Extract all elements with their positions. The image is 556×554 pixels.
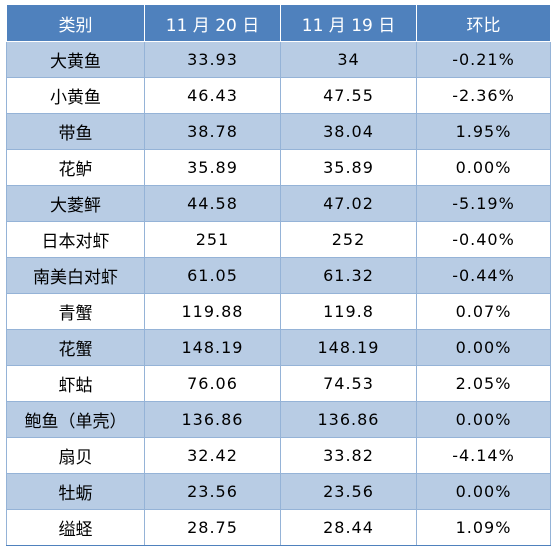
table-row: 鲍鱼（单壳） 136.86 136.86 0.00% [6, 401, 551, 438]
cell-nov-20: 76.06 [144, 365, 281, 402]
cell-change: -0.44% [416, 257, 551, 294]
cell-nov-20: 32.42 [144, 437, 281, 474]
cell-category: 牡蛎 [6, 473, 145, 510]
cell-change: 1.95% [416, 113, 551, 150]
table-row: 带鱼 38.78 38.04 1.95% [6, 113, 551, 150]
price-table: 类别 11 月 20 日 11 月 19 日 环比 大黄鱼 33.93 34 -0.2… [6, 4, 551, 546]
price-table-container: 类别 11 月 20 日 11 月 19 日 环比 大黄鱼 33.93 34 -0.2… [6, 4, 551, 546]
cell-category: 带鱼 [6, 113, 145, 150]
cell-nov-20: 44.58 [144, 185, 281, 222]
cell-nov-19: 252 [280, 221, 417, 258]
cell-change: 0.00% [416, 473, 551, 510]
table-row: 牡蛎 23.56 23.56 0.00% [6, 473, 551, 510]
table-row: 日本对虾 251 252 -0.40% [6, 221, 551, 258]
cell-change: -4.14% [416, 437, 551, 474]
cell-change: 0.07% [416, 293, 551, 330]
header-nov-19: 11 月 19 日 [280, 4, 417, 42]
table-row: 缢蛏 28.75 28.44 1.09% [6, 509, 551, 546]
header-nov-20: 11 月 20 日 [144, 4, 281, 42]
table-body: 大黄鱼 33.93 34 -0.21% 小黄鱼 46.43 47.55 -2.36% 带鱼 38.… [6, 41, 551, 546]
cell-nov-20: 38.78 [144, 113, 281, 150]
cell-nov-19: 61.32 [280, 257, 417, 294]
cell-change: -0.40% [416, 221, 551, 258]
cell-nov-20: 148.19 [144, 329, 281, 366]
cell-category: 花鲈 [6, 149, 145, 186]
table-row: 花鲈 35.89 35.89 0.00% [6, 149, 551, 186]
table-row: 大菱鲆 44.58 47.02 -5.19% [6, 185, 551, 222]
cell-nov-19: 148.19 [280, 329, 417, 366]
cell-nov-19: 33.82 [280, 437, 417, 474]
cell-nov-19: 74.53 [280, 365, 417, 402]
cell-category: 大黄鱼 [6, 41, 145, 78]
header-row: 类别 11 月 20 日 11 月 19 日 环比 [6, 4, 551, 42]
cell-category: 小黄鱼 [6, 77, 145, 114]
cell-nov-19: 23.56 [280, 473, 417, 510]
cell-nov-20: 46.43 [144, 77, 281, 114]
cell-nov-19: 47.02 [280, 185, 417, 222]
cell-nov-20: 28.75 [144, 509, 281, 546]
table-row: 虾蛄 76.06 74.53 2.05% [6, 365, 551, 402]
cell-nov-20: 61.05 [144, 257, 281, 294]
table-row: 小黄鱼 46.43 47.55 -2.36% [6, 77, 551, 114]
cell-change: -5.19% [416, 185, 551, 222]
table-row: 南美白对虾 61.05 61.32 -0.44% [6, 257, 551, 294]
cell-nov-19: 136.86 [280, 401, 417, 438]
cell-nov-20: 35.89 [144, 149, 281, 186]
cell-change: 0.00% [416, 329, 551, 366]
cell-change: 0.00% [416, 401, 551, 438]
cell-nov-20: 136.86 [144, 401, 281, 438]
cell-nov-19: 47.55 [280, 77, 417, 114]
cell-nov-20: 251 [144, 221, 281, 258]
cell-change: 0.00% [416, 149, 551, 186]
cell-nov-20: 23.56 [144, 473, 281, 510]
cell-nov-19: 35.89 [280, 149, 417, 186]
table-row: 青蟹 119.88 119.8 0.07% [6, 293, 551, 330]
cell-category: 青蟹 [6, 293, 145, 330]
cell-change: 1.09% [416, 509, 551, 546]
table-header: 类别 11 月 20 日 11 月 19 日 环比 [6, 4, 551, 42]
cell-category: 虾蛄 [6, 365, 145, 402]
header-change: 环比 [416, 4, 551, 42]
cell-category: 大菱鲆 [6, 185, 145, 222]
cell-nov-19: 34 [280, 41, 417, 78]
header-category: 类别 [6, 4, 145, 42]
cell-category: 扇贝 [6, 437, 145, 474]
table-row: 大黄鱼 33.93 34 -0.21% [6, 41, 551, 78]
cell-nov-19: 38.04 [280, 113, 417, 150]
cell-change: -0.21% [416, 41, 551, 78]
table-row: 花蟹 148.19 148.19 0.00% [6, 329, 551, 366]
cell-nov-19: 28.44 [280, 509, 417, 546]
cell-nov-19: 119.8 [280, 293, 417, 330]
cell-change: -2.36% [416, 77, 551, 114]
cell-change: 2.05% [416, 365, 551, 402]
cell-category: 日本对虾 [6, 221, 145, 258]
table-row: 扇贝 32.42 33.82 -4.14% [6, 437, 551, 474]
cell-nov-20: 33.93 [144, 41, 281, 78]
cell-category: 缢蛏 [6, 509, 145, 546]
cell-category: 鲍鱼（单壳） [6, 401, 145, 438]
cell-category: 花蟹 [6, 329, 145, 366]
cell-category: 南美白对虾 [6, 257, 145, 294]
cell-nov-20: 119.88 [144, 293, 281, 330]
